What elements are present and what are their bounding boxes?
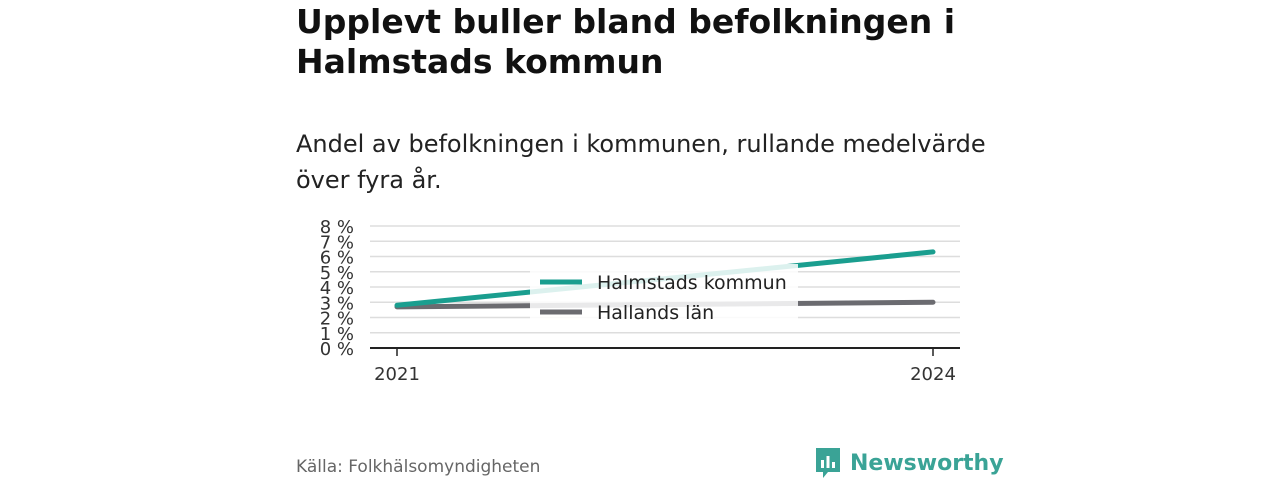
legend: Halmstads kommun Hallands län [530,264,798,332]
y-tick-label: 7 % [320,232,354,253]
brand-name: Newsworthy [850,450,1004,476]
y-tick-label: 8 % [320,217,354,238]
y-tick-label: 6 % [320,248,354,269]
y-tick-label: 0 % [320,339,354,360]
brand: Newsworthy [814,446,1004,480]
legend-box [530,264,798,332]
x-tick-label: 2024 [910,364,956,385]
legend-label: Halmstads kommun [597,272,787,294]
y-tick-label: 4 % [320,278,354,299]
source-note: Källa: Folkhälsomyndigheten [296,457,541,477]
newsworthy-logo-icon [816,448,840,478]
y-tick-label: 2 % [320,309,354,330]
x-axis-ticks: 2021 2024 [374,348,956,385]
y-tick-label: 1 % [320,324,354,345]
y-tick-label: 5 % [320,263,354,284]
line-chart: 0 %1 %2 %3 %4 %5 %6 %7 %8 % 2021 2024 Hal… [320,217,960,385]
x-tick-label: 2021 [374,364,420,385]
legend-label: Hallands län [597,302,714,324]
y-tick-label: 3 % [320,293,354,314]
y-axis-tick-labels: 0 %1 %2 %3 %4 %5 %6 %7 %8 % [320,217,354,360]
chart-subtitle: Andel av befolkningen i kommunen, rullan… [296,130,986,194]
chart-title: Upplevt buller bland befolkningen i Halm… [296,2,956,81]
